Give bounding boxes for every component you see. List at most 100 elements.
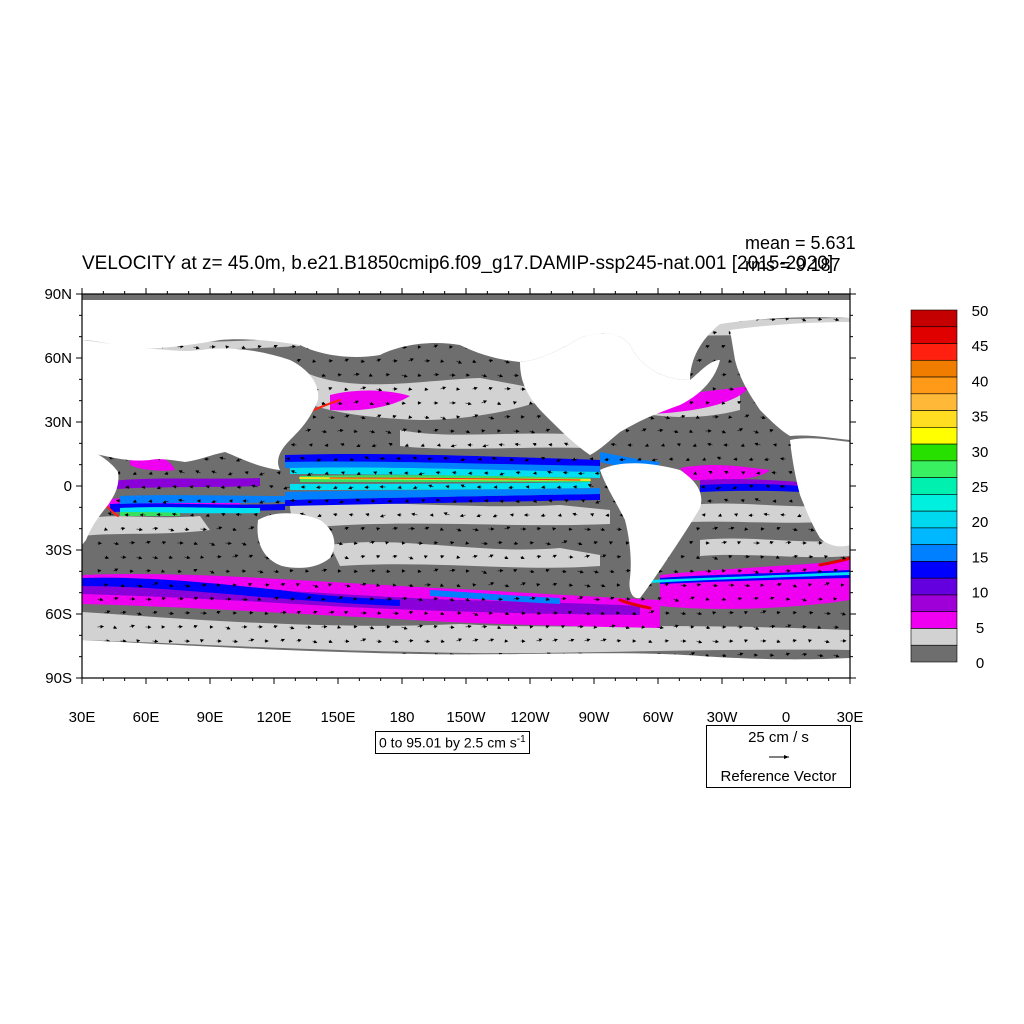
vector-arrow	[443, 456, 450, 461]
vector-arrow	[404, 443, 409, 447]
vector-arrow	[833, 317, 840, 322]
vector-arrow	[459, 513, 466, 518]
vector-arrow	[443, 512, 450, 516]
vector-arrow	[408, 639, 414, 643]
vector-arrow	[817, 625, 822, 629]
vector-arrow	[707, 442, 713, 447]
vector-arrow	[108, 456, 114, 460]
eurasia	[82, 340, 319, 470]
colorbar-swatch	[910, 527, 958, 545]
vector-arrow	[600, 583, 606, 588]
vector-arrow	[376, 555, 381, 559]
colorbar-swatch	[910, 611, 958, 629]
vector-arrow	[235, 512, 242, 517]
vector-arrow	[529, 401, 534, 405]
vector-arrow	[227, 471, 233, 476]
colorbar-label: 20	[972, 514, 989, 531]
vector-arrow	[728, 526, 735, 531]
vector-arrow	[324, 471, 329, 475]
vector-arrow	[689, 541, 694, 545]
vector-arrow	[673, 624, 679, 629]
vector-arrow	[481, 597, 486, 601]
vector-arrow	[257, 569, 264, 574]
vector-arrow	[168, 583, 174, 588]
speed-band-cyan	[120, 467, 850, 583]
vector-arrow	[440, 416, 447, 420]
vector-arrow	[360, 359, 365, 363]
map-field	[82, 294, 850, 678]
vector-arrow	[408, 358, 414, 362]
vector-arrow	[259, 500, 265, 504]
vector-arrow	[340, 471, 345, 475]
vector-arrow	[513, 625, 518, 629]
colorbar-swatch	[910, 544, 958, 562]
vector-arrow	[744, 414, 750, 418]
vector-arrow	[807, 583, 812, 587]
australia	[257, 513, 335, 568]
vector-arrow	[113, 625, 118, 629]
vector-arrow	[792, 527, 798, 532]
vector-arrow	[708, 470, 713, 475]
colorbar-label: 0	[976, 655, 984, 672]
vector-arrow	[577, 541, 583, 546]
vector-arrow	[705, 625, 711, 630]
vector-arrow	[748, 484, 754, 489]
vector-arrow	[417, 624, 424, 628]
vector-arrow	[619, 457, 626, 462]
vector-arrow	[408, 415, 413, 419]
vector-arrow	[769, 624, 776, 629]
vector-arrow	[299, 456, 306, 461]
vector-arrow	[268, 484, 274, 489]
vector-arrow	[289, 625, 295, 630]
vector-arrow	[376, 414, 382, 418]
vector-arrow	[408, 387, 413, 391]
vector-arrow	[532, 471, 537, 475]
vector-arrow	[472, 612, 479, 616]
vector-arrow	[792, 554, 799, 559]
vector-arrow	[488, 582, 495, 586]
vector-arrow	[344, 555, 349, 560]
x-tick-label: 180	[389, 709, 414, 726]
vector-arrow	[504, 360, 510, 364]
vector-arrow	[696, 583, 702, 587]
vector-arrow	[740, 443, 745, 447]
vector-arrow	[824, 555, 829, 559]
colorbar-label: 45	[972, 338, 989, 355]
vector-arrow	[552, 582, 558, 587]
vector-arrow	[689, 569, 695, 573]
vector-arrow	[468, 471, 473, 475]
vector-arrow	[156, 513, 162, 517]
colorbar-swatch	[910, 594, 958, 613]
vector-arrow	[840, 612, 846, 616]
vector-arrow	[748, 457, 754, 462]
vector-arrow	[193, 345, 200, 350]
vector-arrow	[248, 526, 255, 530]
vector-arrow	[195, 470, 201, 474]
vector-arrow	[545, 569, 550, 573]
vector-arrow	[168, 555, 173, 559]
vector-arrow	[499, 472, 505, 476]
vector-arrow	[721, 345, 726, 349]
africa-east	[790, 438, 850, 547]
vector-arrow	[754, 442, 761, 447]
vector-arrow	[824, 639, 830, 644]
vector-arrow	[695, 415, 700, 419]
vector-arrow	[504, 414, 511, 419]
vector-arrow	[840, 556, 847, 560]
vector-arrow	[417, 429, 422, 433]
vector-arrow	[481, 570, 488, 574]
vector-arrow	[421, 499, 426, 503]
vector-arrow	[225, 541, 232, 546]
vector-arrow	[648, 416, 655, 420]
vector-arrow	[712, 611, 717, 615]
vector-arrow	[411, 512, 418, 517]
vector-arrow	[452, 471, 457, 475]
vector-arrow	[775, 555, 780, 559]
vector-arrow	[721, 597, 727, 602]
vector-arrow	[376, 358, 382, 363]
vector-arrow	[305, 596, 312, 600]
vector-arrow	[552, 638, 558, 643]
vector-arrow	[104, 610, 111, 614]
vector-arrow	[225, 626, 231, 630]
